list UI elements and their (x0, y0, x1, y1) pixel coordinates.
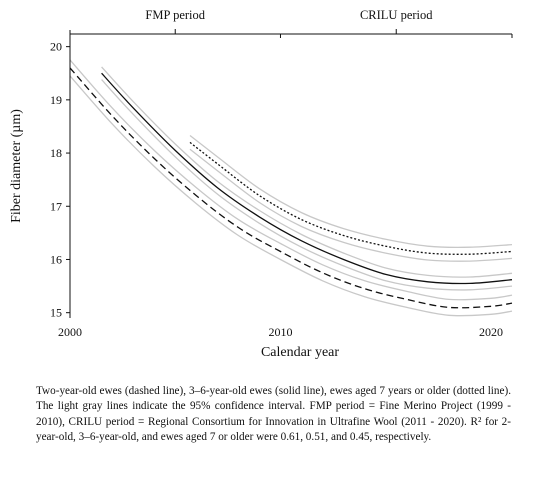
axes: 15 16 17 18 19 20 2000 2010 2020 (50, 30, 503, 339)
ci-line-dotted (189, 148, 513, 262)
y-tick-label: 19 (50, 93, 62, 107)
period-label: CRILU period (360, 8, 433, 22)
y-tick-label: 18 (50, 146, 62, 160)
ci-line-dashed (69, 59, 513, 301)
ci-line-dotted (189, 134, 513, 249)
y-axis-title: Fiber diameter (µm) (9, 109, 24, 223)
y-tick-label: 20 (50, 40, 62, 54)
fiber-diameter-chart: FMP period CRILU period 15 16 17 18 19 20 2000 2… (9, 8, 513, 360)
series-line-solid (101, 72, 513, 285)
period-bracket: FMP period CRILU period (69, 8, 513, 38)
series-line-dashed (69, 67, 513, 309)
confidence-interval-lines (69, 59, 513, 317)
ci-line-solid (101, 79, 513, 291)
ci-line-solid (101, 66, 513, 278)
period-label: FMP period (145, 8, 205, 22)
x-tick-label: 2010 (268, 325, 292, 339)
y-tick-label: 16 (50, 252, 62, 266)
series-line-dotted (189, 141, 513, 255)
series-lines (69, 67, 513, 309)
figure-caption: Two-year-old ewes (dashed line), 3–6-yea… (36, 385, 511, 444)
x-axis-title: Calendar year (261, 345, 339, 360)
y-tick-label: 17 (50, 199, 62, 213)
ci-line-dashed (69, 75, 513, 317)
x-tick-label: 2000 (58, 325, 82, 339)
x-tick-label: 2020 (479, 325, 503, 339)
y-tick-label: 15 (50, 306, 62, 320)
